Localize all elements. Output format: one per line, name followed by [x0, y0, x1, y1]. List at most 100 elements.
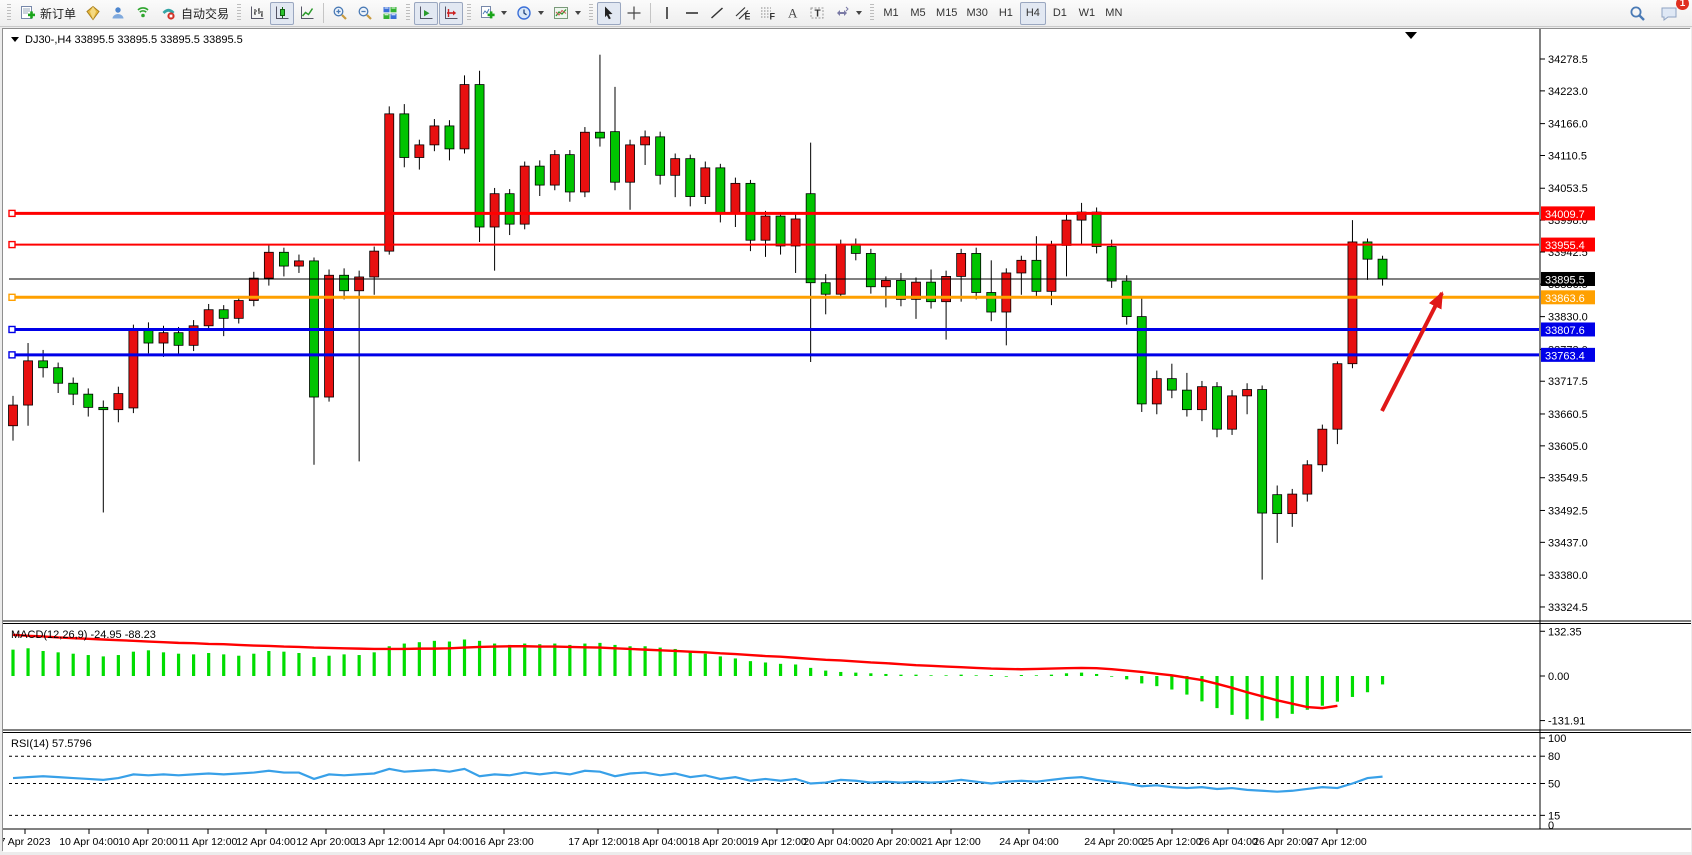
chart-shift-button[interactable]	[439, 1, 464, 25]
candle-body	[564, 154, 575, 193]
periods-button[interactable]	[512, 2, 548, 25]
chart-shift-icon	[445, 6, 458, 19]
timeframe-w1-button[interactable]: W1	[1074, 2, 1100, 25]
timeframe-mn-button[interactable]: MN	[1101, 2, 1127, 25]
toolbar-separator	[323, 3, 325, 23]
candle-body	[1001, 272, 1012, 313]
channel-tool-button[interactable]: E	[730, 2, 754, 25]
timeframe-m30-button[interactable]: M30	[962, 2, 991, 25]
timeframe-label: M30	[966, 7, 988, 19]
arrows-tool-button[interactable]	[830, 2, 866, 25]
community-user-icon	[112, 7, 124, 19]
horizontal-line-33807.6[interactable]	[8, 325, 1539, 334]
candle-body	[1377, 258, 1388, 280]
autoscroll-button[interactable]	[414, 1, 439, 25]
timeframe-m15-button[interactable]: M15	[932, 2, 961, 25]
community-button[interactable]	[106, 2, 130, 25]
candle-body	[173, 332, 184, 346]
candle-body	[23, 360, 33, 406]
horizontal-line-34009.7[interactable]	[8, 209, 1539, 218]
candle-body	[941, 276, 951, 303]
new-order-button[interactable]: 新订单	[15, 2, 80, 25]
autotrading-icon	[162, 8, 175, 20]
time-axis-strip[interactable]	[3, 830, 1691, 852]
chat-button[interactable]	[1656, 2, 1682, 25]
candle-body	[534, 165, 545, 186]
candle-body	[369, 250, 380, 278]
timeframe-label: M5	[910, 7, 926, 19]
fibonacci-icon: F	[761, 7, 776, 22]
candle-body	[835, 243, 846, 295]
indicators-button[interactable]	[475, 2, 511, 25]
timeframe-h4-button[interactable]: H4	[1019, 1, 1046, 25]
candle-body	[233, 300, 244, 319]
horizontal-line-33955.4[interactable]	[8, 240, 1539, 249]
horizontal-line-33863.6[interactable]	[8, 293, 1539, 302]
line-handle[interactable]	[8, 351, 16, 359]
timeframe-m5-button[interactable]: M5	[905, 2, 931, 25]
candle-body	[294, 260, 304, 267]
text-tool-button[interactable]: A	[780, 2, 804, 25]
rsi-label: RSI(14) 57.5796	[11, 738, 92, 750]
candlestick-chart-button[interactable]	[270, 1, 295, 25]
svg-text:F: F	[770, 12, 776, 22]
candle-body	[384, 113, 395, 252]
candle-body	[1151, 378, 1162, 405]
line-handle[interactable]	[8, 240, 16, 249]
notification-badge[interactable]: 1	[1676, 0, 1689, 10]
line-chart-button[interactable]	[295, 2, 319, 25]
candle-body	[203, 309, 214, 327]
crosshair-button[interactable]	[622, 2, 646, 25]
horizontal-line-tool-button[interactable]	[680, 2, 704, 25]
vertical-line-tool-button[interactable]	[655, 2, 679, 25]
zoom-in-button[interactable]	[328, 2, 352, 25]
chat-bubble-icon	[1661, 7, 1677, 21]
toolbar-grip[interactable]	[406, 4, 411, 22]
toolbar-grip[interactable]	[7, 4, 11, 22]
line-handle[interactable]	[8, 325, 16, 334]
fibonacci-tool-button[interactable]: F	[755, 2, 779, 25]
axis-price-flag-label: 34009.7	[1545, 209, 1585, 221]
toolbar-grip[interactable]	[589, 4, 594, 22]
line-handle[interactable]	[8, 293, 16, 302]
timeframe-label: M1	[883, 7, 899, 19]
toolbar-grip[interactable]	[870, 4, 875, 22]
search-button[interactable]	[1625, 2, 1650, 25]
candle-body	[745, 182, 756, 241]
horizontal-line-33763.4[interactable]	[8, 351, 1539, 359]
bar-chart-button[interactable]	[245, 2, 269, 25]
chart-canvas[interactable]: 34278.534223.034166.034110.534053.533998…	[3, 29, 1691, 852]
timeframe-h1-button[interactable]: H1	[993, 2, 1019, 25]
gold-gem-icon	[86, 5, 100, 21]
templates-button[interactable]	[549, 2, 585, 25]
trendline-tool-button[interactable]	[705, 2, 729, 25]
toolbar-grip[interactable]	[467, 4, 472, 22]
line-handle[interactable]	[8, 209, 16, 218]
indicators-icon	[481, 6, 495, 19]
cursor-button[interactable]	[597, 1, 622, 25]
candle-body	[685, 158, 696, 197]
chart-shift-marker-icon[interactable]	[1405, 32, 1417, 39]
timeframe-d1-button[interactable]: D1	[1047, 2, 1073, 25]
candle-body	[188, 325, 199, 346]
toolbar-grip[interactable]	[237, 4, 242, 22]
autotrading-button[interactable]: 自动交易	[156, 2, 233, 25]
chart-background	[3, 29, 1691, 852]
market-button[interactable]	[81, 2, 105, 25]
zoom-out-button[interactable]	[353, 2, 377, 25]
new-order-icon	[21, 6, 35, 19]
candle-body	[1362, 241, 1373, 260]
signals-button[interactable]	[131, 2, 155, 25]
tile-windows-button[interactable]	[378, 2, 402, 25]
text-label-tool-button[interactable]: T	[805, 2, 829, 25]
trend-arrow-annotation[interactable]	[1380, 291, 1444, 412]
chart-collapse-icon[interactable]	[11, 37, 19, 42]
macd-tick-label: -131.91	[1548, 716, 1585, 728]
timeframe-m1-button[interactable]: M1	[878, 2, 904, 25]
timeframe-label: H4	[1025, 7, 1040, 19]
candle-body	[1136, 316, 1147, 405]
candle-body	[1332, 363, 1343, 430]
time-tick-label: 16 Apr 23:00	[474, 836, 534, 848]
rsi-tick-label: 80	[1548, 751, 1560, 763]
text-tool-icon: A	[788, 6, 798, 21]
